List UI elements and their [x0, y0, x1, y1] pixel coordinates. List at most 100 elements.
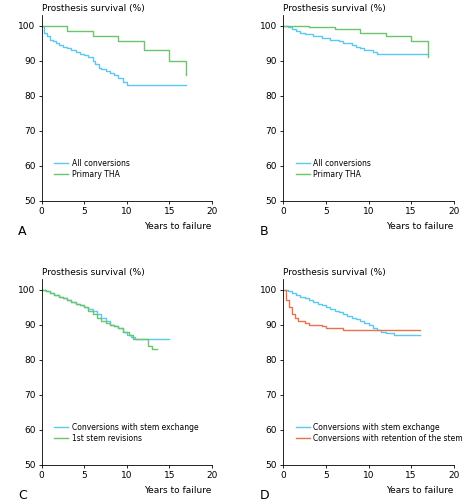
All conversions — [306, 32, 312, 38]
All conversions — [408, 50, 414, 56]
Primary THA — [332, 24, 338, 30]
Conversions with retention of the stem — [306, 320, 312, 326]
All conversions — [315, 33, 320, 39]
Conversions with retention of the stem — [323, 324, 329, 330]
Conversions with retention of the stem — [289, 304, 295, 310]
Conversions with retention of the stem — [286, 297, 291, 303]
All conversions — [332, 36, 338, 43]
X-axis label: Years to failure: Years to failure — [144, 486, 212, 495]
All conversions — [370, 49, 375, 55]
Legend: Conversions with stem exchange, Conversions with retention of the stem: Conversions with stem exchange, Conversi… — [296, 422, 463, 442]
Primary THA — [383, 33, 388, 39]
All conversions — [184, 82, 189, 88]
Conversions with stem exchange — [167, 336, 172, 342]
Line: Conversions with retention of the stem: Conversions with retention of the stem — [283, 290, 419, 330]
Conversions with retention of the stem — [302, 320, 307, 326]
All conversions — [340, 38, 346, 44]
Conversions with stem exchange — [47, 288, 53, 294]
Conversions with retention of the stem — [417, 327, 422, 333]
Conversions with retention of the stem — [408, 327, 414, 333]
Conversions with retention of the stem — [400, 327, 406, 333]
Conversions with stem exchange — [90, 308, 95, 314]
All conversions — [357, 46, 363, 52]
All conversions — [375, 50, 380, 56]
Conversions with retention of the stem — [311, 322, 316, 328]
Line: Primary THA: Primary THA — [42, 26, 187, 74]
Conversions with retention of the stem — [383, 327, 388, 333]
Conversions with retention of the stem — [281, 286, 286, 292]
1st stem revisions — [90, 311, 95, 317]
Primary THA — [425, 38, 431, 44]
All conversions — [60, 42, 66, 48]
Conversions with stem exchange — [281, 286, 286, 292]
All conversions — [294, 26, 299, 32]
Primary THA — [115, 38, 121, 44]
All conversions — [353, 44, 359, 50]
Conversions with retention of the stem — [340, 327, 346, 333]
Conversions with stem exchange — [120, 328, 125, 334]
Conversions with retention of the stem — [315, 322, 320, 328]
Primary THA — [306, 24, 312, 30]
All conversions — [289, 26, 295, 32]
Conversions with stem exchange — [132, 336, 138, 342]
1st stem revisions — [150, 346, 155, 352]
All conversions — [302, 32, 307, 38]
All conversions — [132, 82, 138, 88]
All conversions — [285, 22, 290, 28]
All conversions — [362, 47, 367, 53]
All conversions — [344, 40, 350, 46]
1st stem revisions — [120, 328, 125, 334]
Conversions with retention of the stem — [340, 325, 346, 331]
Primary THA — [39, 22, 44, 28]
1st stem revisions — [43, 288, 49, 294]
Conversions with retention of the stem — [417, 327, 422, 333]
All conversions — [366, 47, 371, 53]
Primary THA — [425, 54, 431, 60]
All conversions — [53, 40, 59, 46]
Primary THA — [167, 58, 172, 64]
Text: D: D — [260, 489, 269, 500]
All conversions — [340, 40, 346, 46]
Conversions with stem exchange — [370, 325, 375, 331]
Primary THA — [408, 38, 414, 44]
Conversions with retention of the stem — [292, 314, 297, 320]
Conversions with stem exchange — [302, 294, 307, 300]
1st stem revisions — [124, 328, 130, 334]
All conversions — [349, 40, 354, 46]
Text: B: B — [260, 225, 268, 238]
Conversions with retention of the stem — [319, 324, 325, 330]
Conversions with stem exchange — [294, 292, 299, 298]
Line: Primary THA: Primary THA — [283, 26, 428, 57]
Conversions with retention of the stem — [332, 325, 338, 331]
Primary THA — [167, 47, 172, 53]
Line: Conversions with stem exchange: Conversions with stem exchange — [42, 290, 169, 339]
Conversions with retention of the stem — [332, 325, 338, 331]
Conversions with retention of the stem — [289, 311, 295, 317]
All conversions — [285, 24, 290, 30]
Conversions with retention of the stem — [357, 327, 363, 333]
All conversions — [327, 35, 333, 41]
All conversions — [408, 50, 414, 56]
Conversions with retention of the stem — [306, 322, 312, 328]
Conversions with retention of the stem — [366, 327, 371, 333]
Conversions with stem exchange — [344, 313, 350, 319]
Primary THA — [332, 26, 338, 32]
All conversions — [332, 36, 338, 43]
All conversions — [298, 28, 303, 34]
Conversions with retention of the stem — [295, 318, 300, 324]
All conversions — [311, 33, 316, 39]
All conversions — [298, 30, 303, 36]
All conversions — [281, 22, 286, 28]
All conversions — [302, 30, 307, 36]
X-axis label: Years to failure: Years to failure — [386, 486, 454, 495]
Text: Prosthesis survival (%): Prosthesis survival (%) — [283, 268, 386, 277]
Conversions with stem exchange — [285, 288, 290, 294]
Primary THA — [90, 33, 95, 39]
Primary THA — [383, 30, 388, 36]
Primary THA — [184, 58, 189, 64]
All conversions — [315, 33, 320, 39]
Primary THA — [64, 28, 70, 34]
Conversions with retention of the stem — [375, 327, 380, 333]
Conversions with stem exchange — [391, 332, 397, 338]
Conversions with retention of the stem — [319, 322, 325, 328]
